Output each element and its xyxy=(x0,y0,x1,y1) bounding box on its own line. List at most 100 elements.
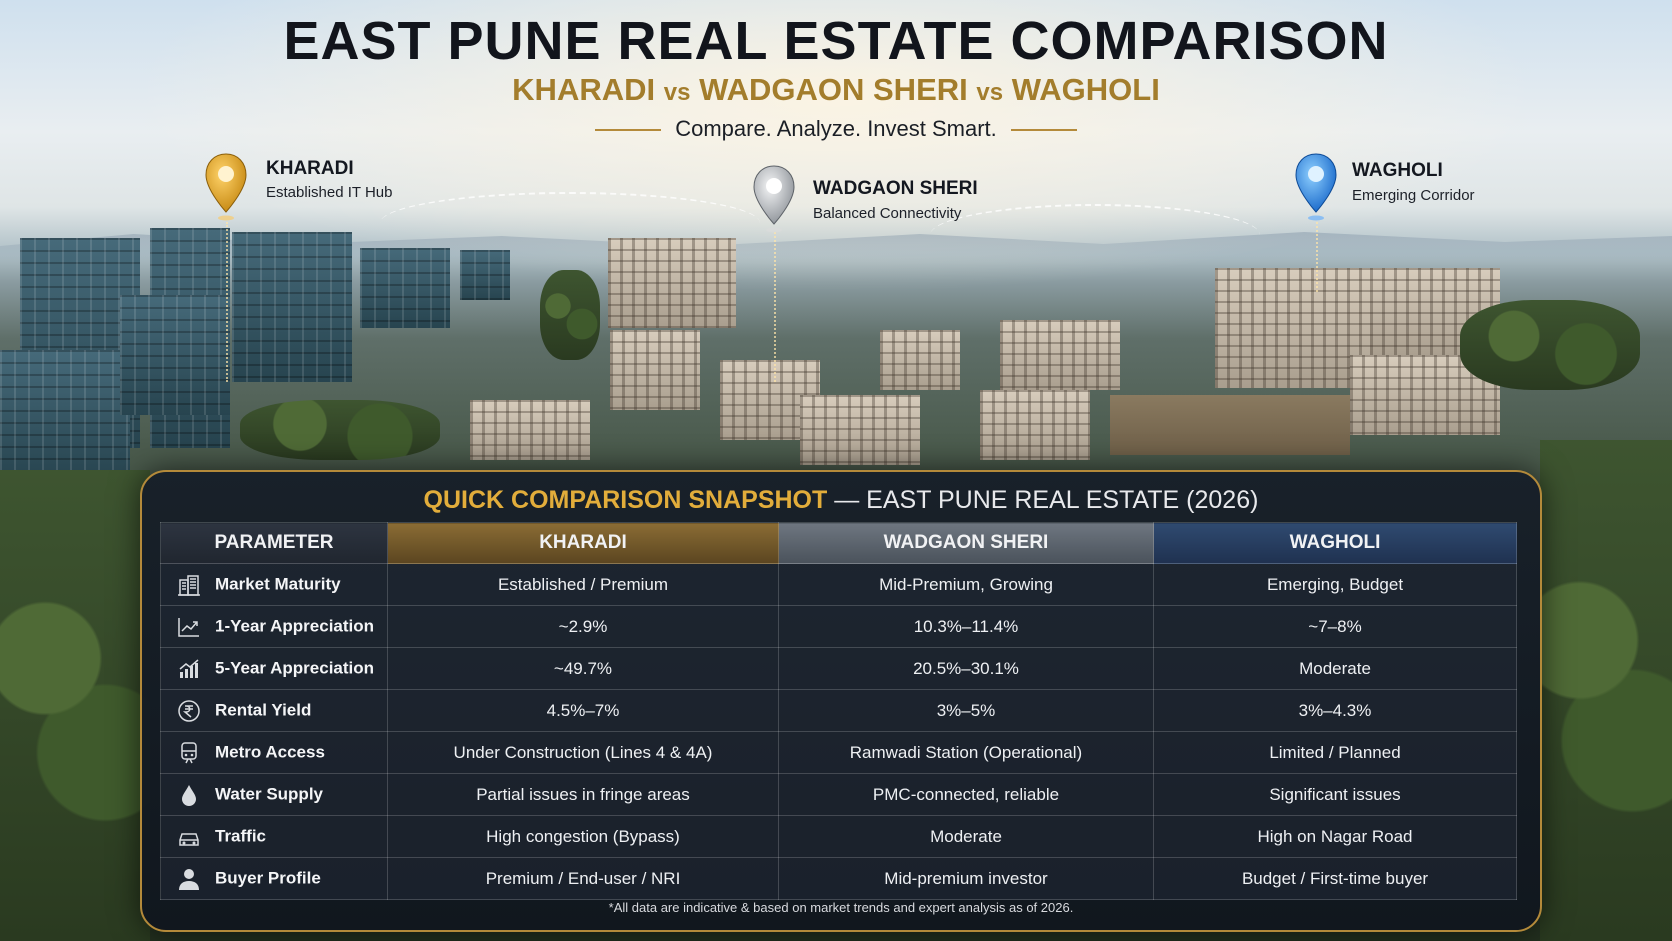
subtitle-wagholi: WAGHOLI xyxy=(1011,72,1160,107)
row-label: Water Supply xyxy=(215,783,323,803)
cell-kharadi: Under Construction (Lines 4 & 4A) xyxy=(387,731,779,774)
office-tower xyxy=(232,232,352,382)
pin-drop-line xyxy=(774,232,776,382)
subtitle-wadgaon-sheri: WADGAON SHERI xyxy=(699,72,968,107)
connection-arc xyxy=(380,192,760,254)
residential-block xyxy=(470,400,590,460)
table-row: Buyer Profile Premium / End-user / NRI M… xyxy=(160,857,1517,900)
cell-wagholi: High on Nagar Road xyxy=(1153,815,1517,858)
footnote: *All data are indicative & based on mark… xyxy=(608,900,1074,915)
car-icon xyxy=(177,826,201,848)
page-subtitle: KHARADI vs WADGAON SHERI vs WAGHOLI xyxy=(0,72,1672,108)
cell-wagholi: 3%–4.3% xyxy=(1153,689,1517,732)
building-icon xyxy=(177,574,201,596)
map-pin-icon xyxy=(205,153,247,221)
row-label: Market Maturity xyxy=(215,573,341,593)
tree-cover xyxy=(240,400,440,460)
column-header-wagholi: WAGHOLI xyxy=(1153,522,1517,564)
cell-kharadi: Partial issues in fringe areas xyxy=(387,773,779,816)
table-row: Metro Access Under Construction (Lines 4… xyxy=(160,731,1517,774)
residential-block xyxy=(880,330,960,390)
cell-wagholi: Budget / First-time buyer xyxy=(1153,857,1517,900)
row-label-cell: 1-Year Appreciation xyxy=(160,605,388,648)
cell-wadgaon-sheri: 10.3%–11.4% xyxy=(778,605,1154,648)
residential-block xyxy=(610,330,700,410)
connection-arc xyxy=(930,204,1260,266)
row-label-cell: Traffic xyxy=(160,815,388,858)
cell-kharadi: ~49.7% xyxy=(387,647,779,690)
cell-kharadi: Established / Premium xyxy=(387,563,779,606)
row-label: 5-Year Appreciation xyxy=(215,657,375,677)
cell-kharadi: 4.5%–7% xyxy=(387,689,779,732)
office-tower xyxy=(120,295,230,415)
residential-block xyxy=(980,390,1090,460)
growth-chart-icon xyxy=(177,658,201,680)
comparison-panel: QUICK COMPARISON SNAPSHOT — EAST PUNE RE… xyxy=(140,470,1542,932)
location-desc-kharadi: Established IT Hub xyxy=(266,184,393,201)
tagline-divider xyxy=(1010,129,1077,132)
residential-block xyxy=(1000,320,1120,390)
table-row: 1-Year Appreciation ~2.9% 10.3%–11.4% ~7… xyxy=(160,605,1517,648)
office-tower xyxy=(360,248,450,328)
tagline-text: Compare. Analyze. Invest Smart. xyxy=(675,116,997,141)
column-header-kharadi: KHARADI xyxy=(387,522,779,564)
cell-kharadi: Premium / End-user / NRI xyxy=(387,857,779,900)
tree-cover xyxy=(0,470,150,941)
residential-block xyxy=(800,395,920,465)
map-pin-icon xyxy=(753,165,795,233)
panel-title-rest: — EAST PUNE REAL ESTATE (2026) xyxy=(827,486,1259,514)
cell-wadgaon-sheri: 20.5%–30.1% xyxy=(778,647,1154,690)
person-icon xyxy=(177,868,201,890)
row-label: Rental Yield xyxy=(215,699,312,719)
map-pin-icon xyxy=(1295,153,1337,221)
row-label: Buyer Profile xyxy=(215,867,321,887)
table-row: Rental Yield 4.5%–7% 3%–5% 3%–4.3% xyxy=(160,689,1517,732)
cell-wagholi: Moderate xyxy=(1153,647,1517,690)
row-label: Traffic xyxy=(215,825,267,845)
office-tower xyxy=(0,350,130,480)
column-header-parameter: PARAMETER xyxy=(160,522,388,564)
cell-wagholi: Significant issues xyxy=(1153,773,1517,816)
table-row: 5-Year Appreciation ~49.7% 20.5%–30.1% M… xyxy=(160,647,1517,690)
subtitle-vs: vs xyxy=(976,79,1004,106)
table-header-row: PARAMETER KHARADI WADGAON SHERI WAGHOLI xyxy=(160,522,1517,564)
row-label: Metro Access xyxy=(215,741,325,761)
row-label-cell: Rental Yield xyxy=(160,689,388,732)
row-label-cell: Metro Access xyxy=(160,731,388,774)
location-name-wadgaon-sheri: WADGAON SHERI xyxy=(813,178,978,199)
cell-wadgaon-sheri: PMC-connected, reliable xyxy=(778,773,1154,816)
tree-cover xyxy=(1540,440,1672,941)
panel-title: QUICK COMPARISON SNAPSHOT — EAST PUNE RE… xyxy=(142,486,1540,515)
cell-wadgaon-sheri: Mid-premium investor xyxy=(778,857,1154,900)
location-name-wagholi: WAGHOLI xyxy=(1352,160,1443,181)
subtitle-vs: vs xyxy=(663,79,691,106)
location-desc-wadgaon-sheri: Balanced Connectivity xyxy=(813,205,962,222)
comparison-table: PARAMETER KHARADI WADGAON SHERI WAGHOLI … xyxy=(160,522,1517,900)
office-tower xyxy=(460,250,510,300)
row-label: 1-Year Appreciation xyxy=(215,615,375,635)
water-drop-icon xyxy=(177,784,201,806)
metro-train-icon xyxy=(177,741,201,764)
table-row: Market Maturity Established / Premium Mi… xyxy=(160,563,1517,606)
page-title: EAST PUNE REAL ESTATE COMPARISON xyxy=(283,11,1389,71)
tagline-divider xyxy=(595,129,662,132)
cell-wadgaon-sheri: Ramwadi Station (Operational) xyxy=(778,731,1154,774)
tree-cover xyxy=(1460,300,1640,390)
rupee-icon xyxy=(177,699,201,722)
pin-drop-line xyxy=(226,222,228,382)
table-row: Water Supply Partial issues in fringe ar… xyxy=(160,773,1517,816)
cell-wagholi: Emerging, Budget xyxy=(1153,563,1517,606)
column-header-wadgaon-sheri: WADGAON SHERI xyxy=(778,522,1154,564)
table-row: Traffic High congestion (Bypass) Moderat… xyxy=(160,815,1517,858)
pin-drop-line xyxy=(1316,222,1318,292)
tagline: Compare. Analyze. Invest Smart. xyxy=(0,116,1672,142)
panel-title-accent: QUICK COMPARISON SNAPSHOT xyxy=(423,486,828,514)
cell-wadgaon-sheri: 3%–5% xyxy=(778,689,1154,732)
cell-wagholi: Limited / Planned xyxy=(1153,731,1517,774)
row-label-cell: Market Maturity xyxy=(160,563,388,606)
row-label-cell: Buyer Profile xyxy=(160,857,388,900)
subtitle-kharadi: KHARADI xyxy=(512,72,656,107)
row-label-cell: 5-Year Appreciation xyxy=(160,647,388,690)
cell-wadgaon-sheri: Moderate xyxy=(778,815,1154,858)
row-label-cell: Water Supply xyxy=(160,773,388,816)
